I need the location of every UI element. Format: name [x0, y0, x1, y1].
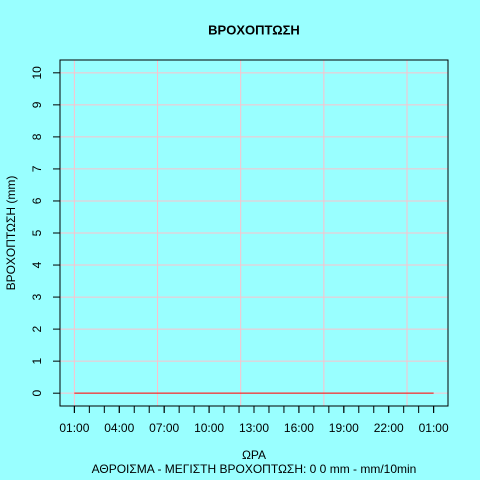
y-tick-label: 8	[30, 133, 44, 140]
x-tick-label: 19:00	[329, 421, 359, 435]
y-tick-label: 3	[30, 293, 44, 300]
y-tick-label: 5	[30, 229, 44, 236]
x-tick-label: 01:00	[59, 421, 89, 435]
x-axis-label: ΩΡΑ	[242, 448, 266, 462]
y-tick-label: 10	[30, 66, 44, 80]
x-tick-label: 07:00	[149, 421, 179, 435]
x-tick-label: 22:00	[374, 421, 404, 435]
y-tick-label: 1	[30, 357, 44, 364]
y-axis-label: ΒΡΟΧΟΠΤΩΣΗ (mm)	[4, 176, 18, 291]
subtitle: ΑΘΡΟΙΣΜΑ - ΜΕΓΙΣΤΗ ΒΡΟΧΟΠΤΩΣΗ: 0 0 mm - …	[92, 462, 417, 476]
plot-frame	[59, 59, 449, 407]
y-tick-label: 9	[30, 101, 44, 108]
y-tick-label: 4	[30, 261, 44, 268]
chart-title: ΒΡΟΧΟΠΤΩΣΗ	[208, 22, 300, 37]
x-tick-label: 01:00	[419, 421, 449, 435]
y-tick-label: 7	[30, 165, 44, 172]
x-tick-label: 04:00	[104, 421, 134, 435]
x-tick-label: 16:00	[284, 421, 314, 435]
y-tick-label: 2	[30, 325, 44, 332]
x-tick-label: 13:00	[239, 421, 269, 435]
y-tick-label: 6	[30, 197, 44, 204]
x-tick-label: 10:00	[194, 421, 224, 435]
y-tick-label: 0	[30, 390, 44, 397]
